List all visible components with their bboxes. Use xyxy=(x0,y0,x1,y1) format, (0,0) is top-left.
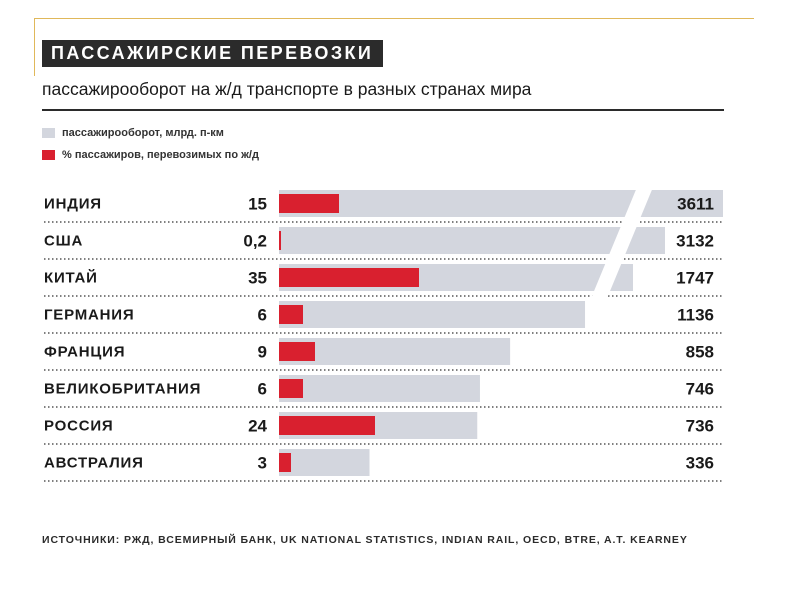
legend-swatch-gray xyxy=(42,128,55,138)
bar-rail-share xyxy=(279,305,303,324)
legend-item-passenger-turnover: пассажирооборот, млрд. п-км xyxy=(42,126,224,140)
rail-share-value-label: 0,2 xyxy=(243,232,267,251)
bar-passenger-turnover xyxy=(279,190,723,217)
category-label: США xyxy=(44,233,83,250)
bar-rail-share xyxy=(279,379,303,398)
chart-subtitle: пассажирооборот на ж/д транспорте в разн… xyxy=(42,79,532,99)
legend-label-rail-share: % пассажиров, перевозимых по ж/д xyxy=(62,149,259,161)
legend-item-rail-share: % пассажиров, перевозимых по ж/д xyxy=(42,148,259,162)
bar-passenger-turnover xyxy=(279,227,665,254)
legend-swatch-red xyxy=(42,150,55,160)
category-label: РОССИЯ xyxy=(44,418,114,435)
category-label: КИТАЙ xyxy=(44,269,98,287)
turnover-value-label: 1136 xyxy=(677,306,714,325)
axis-break-slash xyxy=(587,180,656,308)
bar-passenger-turnover xyxy=(279,338,511,365)
rail-share-value-label: 35 xyxy=(248,269,267,288)
legend-label-passenger-turnover: пассажирооборот, млрд. п-км xyxy=(62,127,224,139)
turnover-value-label: 1747 xyxy=(676,269,714,288)
rail-share-value-label: 9 xyxy=(258,343,267,362)
rail-share-value-label: 6 xyxy=(258,380,267,399)
left-decorative-rule xyxy=(34,18,35,76)
bar-rail-share xyxy=(279,342,315,361)
bar-rail-share xyxy=(279,416,375,435)
category-label: АВСТРАЛИЯ xyxy=(44,455,144,472)
rail-share-value-label: 15 xyxy=(248,195,267,214)
rail-share-value-label: 6 xyxy=(258,306,267,325)
turnover-value-label: 3132 xyxy=(676,232,714,251)
rail-share-value-label: 24 xyxy=(248,417,267,436)
category-label: ФРАНЦИЯ xyxy=(44,344,125,361)
chart-title: ПАССАЖИРСКИЕ ПЕРЕВОЗКИ xyxy=(42,40,384,67)
turnover-value-label: 858 xyxy=(686,343,714,362)
category-label: ВЕЛИКОБРИТАНИЯ xyxy=(44,381,201,398)
bar-passenger-turnover xyxy=(279,301,586,328)
sources-note: ИСТОЧНИКИ: РЖД, ВСЕМИРНЫЙ БАНК, UK NATIO… xyxy=(42,534,688,546)
category-label: ГЕРМАНИЯ xyxy=(44,307,134,324)
turnover-value-label: 736 xyxy=(686,417,714,436)
bar-passenger-turnover xyxy=(279,449,370,476)
category-label: ИНДИЯ xyxy=(44,196,102,213)
rail-share-value-label: 3 xyxy=(258,454,267,473)
top-decorative-rule xyxy=(34,18,754,19)
bar-rail-share xyxy=(279,268,419,287)
bar-passenger-turnover xyxy=(279,375,480,402)
bar-rail-share xyxy=(279,453,291,472)
bar-chart: ИНДИЯ 15 3611 США 0,2 3132 КИТАЙ 35 1747 ГЕРМАНИЯ… xyxy=(44,180,723,482)
turnover-value-label: 746 xyxy=(686,380,714,399)
turnover-value-label: 3611 xyxy=(677,195,714,214)
bar-rail-share xyxy=(279,194,339,213)
subtitle-divider xyxy=(42,109,724,111)
turnover-value-label: 336 xyxy=(686,454,714,473)
bar-rail-share xyxy=(279,231,281,250)
